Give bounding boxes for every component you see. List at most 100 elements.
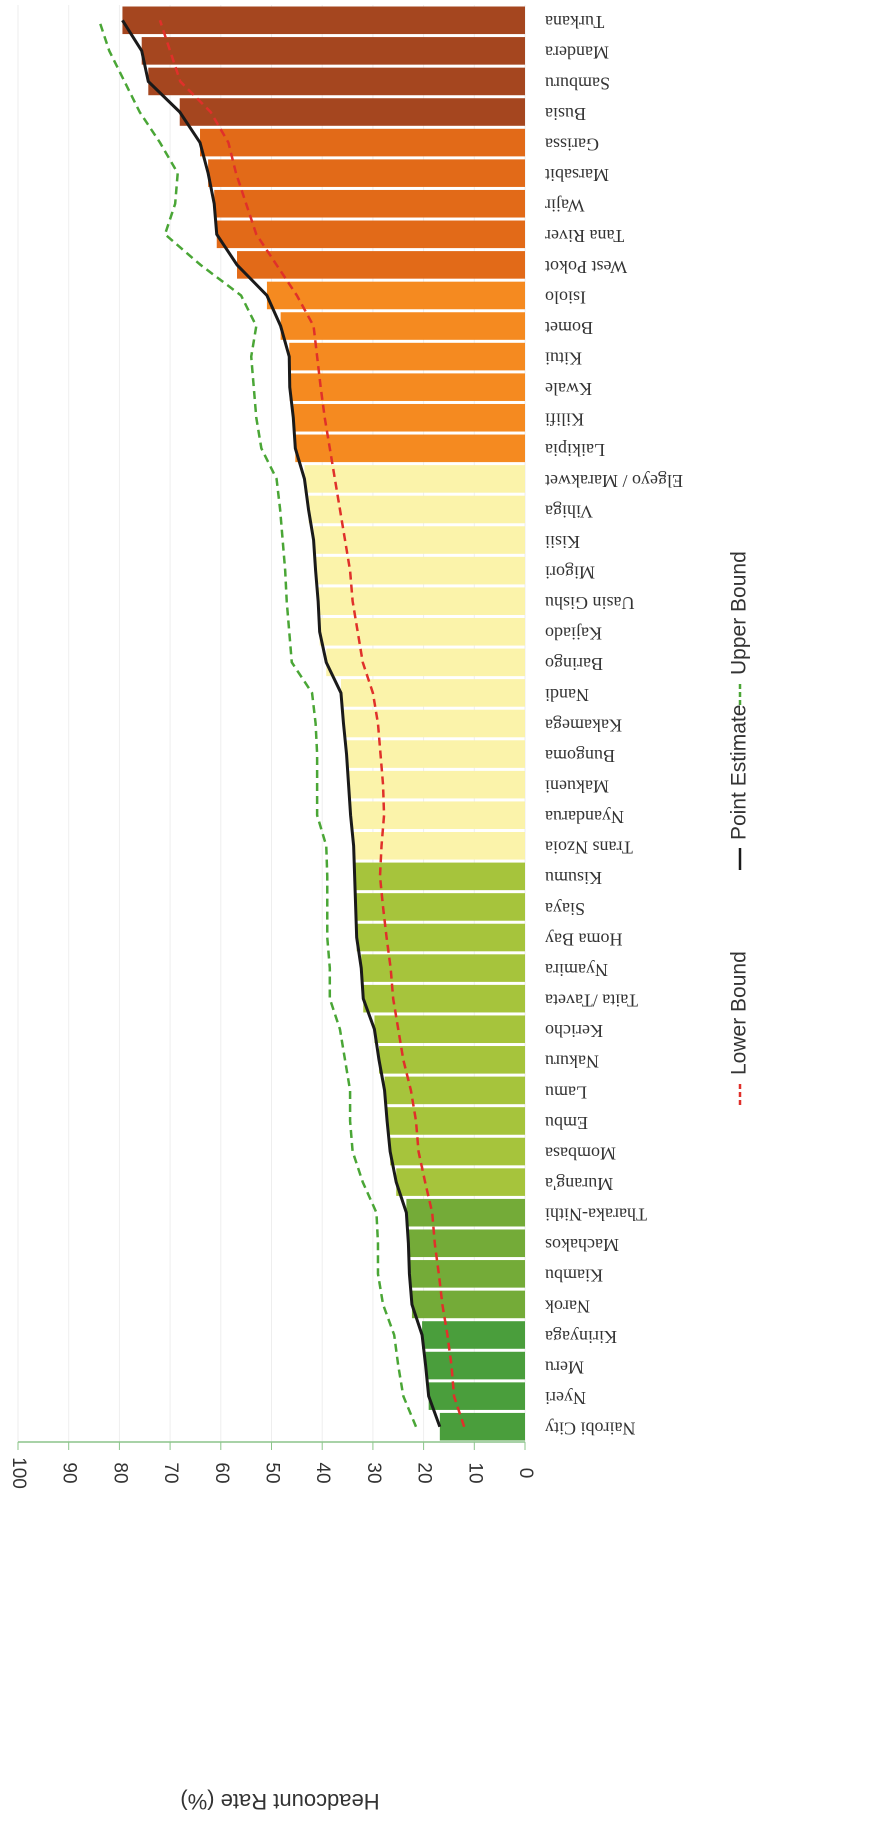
bar [425, 1351, 525, 1380]
x-tick-label: Turkana [545, 12, 604, 32]
x-tick-label: Garissa [545, 134, 599, 154]
x-tick-label: Trans Nzoia [545, 838, 633, 858]
x-tick-label: Kirinyaga [545, 1327, 617, 1347]
y-tick-label: 30 [363, 1462, 384, 1483]
x-tick-label: Bungoma [545, 746, 615, 766]
x-tick-label: Elgeyo / Marakwet [545, 471, 683, 491]
bar [318, 587, 526, 615]
bar [353, 832, 525, 860]
y-tick-label: 10 [464, 1462, 485, 1483]
x-tick-label: Mandera [545, 43, 609, 63]
bar [295, 434, 526, 463]
bar [361, 954, 526, 982]
bar [237, 251, 526, 279]
series-line [158, 19, 466, 1428]
bar [319, 617, 526, 646]
bar [179, 98, 525, 126]
bar [411, 1290, 525, 1319]
x-tick-label: Makueni [545, 777, 609, 797]
y-tick-label: 20 [414, 1462, 435, 1483]
x-tick-label: Taita /Taveta [545, 991, 638, 1011]
bar [214, 189, 525, 218]
bar [356, 923, 525, 952]
bar [326, 648, 526, 677]
x-tick-label: Bomet [545, 318, 593, 338]
x-tick-label: Meru [545, 1357, 584, 1377]
bar [384, 1076, 525, 1105]
x-tick-label: Kilifi [545, 410, 584, 430]
bar [289, 342, 525, 371]
bar [340, 679, 526, 707]
bar [350, 801, 526, 830]
x-tick-label: Wajir [545, 196, 585, 216]
x-tick-label: Samburu [545, 73, 610, 93]
x-tick-label: Nyamira [545, 960, 608, 980]
bar [374, 1015, 525, 1044]
y-tick-label: 60 [211, 1462, 232, 1483]
y-tick-label: 50 [261, 1462, 282, 1483]
x-tick-label: Tana River [545, 226, 624, 246]
x-tick-label: Kericho [545, 1021, 603, 1041]
x-tick-label: Kitui [545, 348, 582, 368]
legend-label: Lower Bound [728, 951, 751, 1075]
bar [200, 128, 525, 157]
x-tick-label: Laikipia [545, 440, 605, 460]
bar [406, 1198, 525, 1227]
bar [390, 1137, 525, 1166]
x-tick-label: Kiambu [545, 1266, 603, 1286]
x-tick-label: Kisumu [545, 868, 602, 888]
series-line [121, 19, 442, 1428]
bar [304, 465, 525, 493]
bar [266, 281, 525, 310]
x-tick-label: Siaya [545, 899, 585, 919]
bar [343, 709, 525, 738]
bar [396, 1168, 525, 1196]
x-tick-label: Nandi [545, 685, 589, 705]
x-tick-label: Isiolo [545, 287, 586, 307]
x-tick-label: Tharaka-Nithi [545, 1205, 647, 1225]
bar [422, 1321, 526, 1349]
bar [315, 556, 526, 585]
x-tick-label: Uasin Gishu [545, 593, 635, 613]
x-tick-label: Mombasa [545, 1143, 616, 1163]
y-tick-label: 80 [109, 1462, 130, 1483]
x-tick-label: Narok [545, 1296, 590, 1316]
x-tick-label: Homa Bay [545, 929, 622, 949]
y-axis-title: Headcount Rate (%) [180, 1789, 379, 1814]
x-tick-label: Kisii [545, 532, 580, 552]
x-tick-label: Migori [545, 563, 595, 583]
bar [208, 159, 525, 187]
y-tick-label: 40 [312, 1462, 333, 1483]
bar [355, 893, 525, 921]
bar [313, 526, 525, 554]
bar [346, 740, 526, 768]
x-tick-label: Lamu [545, 1082, 587, 1102]
legend-label: Point Estimate [728, 705, 751, 840]
y-tick-label: 0 [515, 1468, 536, 1479]
x-tick-label: Machakos [545, 1235, 619, 1255]
bar [141, 37, 525, 65]
bar [428, 1382, 526, 1410]
bar [439, 1412, 526, 1441]
x-tick-label: Nakuru [545, 1052, 599, 1072]
x-tick-label: Kwale [545, 379, 592, 399]
y-tick-label: 100 [8, 1457, 29, 1489]
x-tick-label: Marsabit [545, 165, 609, 185]
bar [308, 495, 525, 524]
bar [216, 220, 526, 249]
bar [122, 6, 526, 35]
x-tick-label: Embu [545, 1113, 588, 1133]
rotated-plot: 0 10 20 30 40 50 60 70 80 90 100 Headcount Rate (%)… [8, 5, 751, 1814]
series-line [97, 19, 418, 1428]
x-tick-label: Nyeri [545, 1388, 586, 1408]
x-tick-label: Kajiado [545, 624, 602, 644]
bar [148, 67, 525, 96]
y-tick-label: 90 [59, 1462, 80, 1483]
legend-label: Upper Bound [728, 551, 751, 675]
bar [289, 373, 526, 401]
bar [348, 770, 525, 799]
bar [408, 1229, 526, 1258]
y-tick-label: 70 [160, 1462, 181, 1483]
bar [378, 1046, 526, 1074]
